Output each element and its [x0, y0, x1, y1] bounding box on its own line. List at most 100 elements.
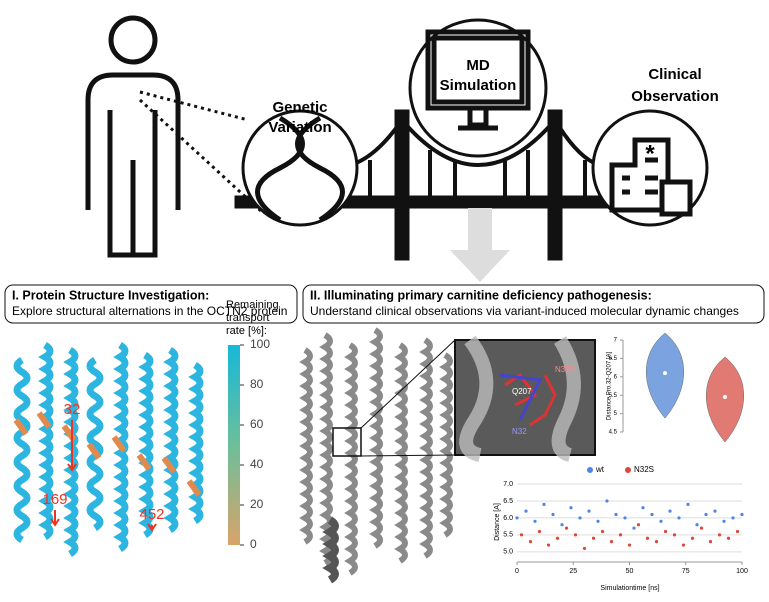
x-axis-label: Simulationtime [ns]	[600, 585, 659, 592]
person-icon	[85, 15, 181, 258]
point	[726, 536, 731, 540]
y-axis-label: Distance Pro.32-Q207 [A]	[607, 351, 613, 420]
y-tick-label: 5.5	[609, 393, 618, 399]
legend-label: wt	[595, 465, 605, 474]
point	[542, 502, 546, 506]
point	[573, 533, 578, 537]
helix	[322, 516, 339, 584]
point	[596, 519, 600, 523]
label: Simulation	[440, 77, 517, 94]
inset-label: N32	[512, 427, 527, 436]
asterisk: *	[645, 140, 655, 167]
residue-label: 452	[139, 506, 164, 523]
dna-circle	[241, 109, 359, 227]
point	[515, 516, 519, 520]
point	[645, 536, 650, 540]
helix	[163, 346, 179, 534]
label: Clinical	[648, 66, 701, 83]
point	[713, 509, 717, 513]
label: Genetic	[272, 99, 327, 116]
colorbar-tick-label: 0	[250, 537, 257, 551]
point	[524, 509, 528, 513]
helix	[319, 332, 333, 566]
point	[564, 526, 569, 530]
point	[659, 519, 663, 523]
point	[591, 536, 596, 540]
panel-title: I. Protein Structure Investigation:	[12, 288, 209, 302]
panel-box	[4, 284, 298, 324]
y-tick-label: 5.5	[503, 532, 513, 539]
colorbar	[228, 345, 240, 545]
panel-subtitle: Explore structural alternations in the O…	[12, 304, 287, 318]
dna-icon	[255, 115, 345, 223]
inset-label: N32S	[555, 365, 575, 374]
inset-residues	[499, 372, 557, 427]
panel-title: II. Illuminating primary carnitine defic…	[310, 288, 652, 302]
helix-segment	[136, 453, 152, 471]
zoom-box	[332, 427, 362, 457]
point	[672, 533, 677, 537]
helix-segment	[186, 479, 202, 497]
point	[546, 543, 551, 547]
helix-segment	[111, 435, 127, 453]
point	[632, 526, 636, 530]
helix	[394, 342, 408, 564]
helix	[63, 346, 79, 558]
helix-segment	[13, 418, 29, 436]
point	[519, 533, 524, 537]
legend-marker	[587, 467, 593, 473]
colorbar-title: transport	[226, 312, 269, 324]
header-labels: Genetic Variation MD Simulation Clinical…	[268, 57, 718, 136]
point	[582, 546, 587, 551]
label: Variation	[268, 119, 331, 136]
point	[641, 506, 645, 510]
panel-subtitle: Understand clinical observations via var…	[310, 304, 739, 318]
monitor-icon	[425, 29, 531, 131]
point	[735, 529, 740, 534]
point	[677, 516, 681, 520]
point	[740, 512, 744, 517]
down-arrow	[450, 208, 510, 282]
point	[636, 523, 641, 527]
point	[690, 536, 695, 540]
point	[528, 540, 533, 544]
panel-box	[302, 284, 765, 324]
point	[605, 499, 609, 503]
residue-arrow	[147, 523, 157, 532]
colorbar-title: rate [%]:	[226, 325, 267, 337]
y-tick-label: 6	[614, 374, 618, 380]
helix	[188, 361, 204, 525]
protein-blue	[13, 341, 204, 558]
residue-label: 169	[42, 491, 67, 508]
y-tick-label: 5	[614, 411, 618, 417]
colorbar-tick-label: 40	[250, 457, 264, 471]
point	[731, 516, 735, 520]
colorbar-tick-label: 20	[250, 497, 264, 511]
point	[708, 540, 713, 544]
point	[537, 529, 542, 534]
label: Observation	[631, 88, 719, 105]
colorbar-tick-label: 80	[250, 377, 264, 391]
y-tick-label: 7	[614, 338, 618, 344]
y-axis-label: Distance [A]	[494, 503, 501, 541]
inset-helices	[459, 335, 581, 462]
point	[560, 523, 564, 527]
point	[551, 512, 555, 517]
point	[722, 519, 726, 523]
point	[704, 512, 708, 517]
violin-median	[663, 371, 667, 376]
hospital-icon	[609, 137, 693, 217]
colorbar-tick-label: 60	[250, 417, 264, 431]
point	[609, 540, 614, 544]
point	[533, 519, 537, 523]
x-tick-label: 0	[515, 568, 519, 575]
y-tick-label: 7.0	[503, 481, 513, 488]
legend-label: N32S	[634, 465, 654, 474]
point	[663, 529, 668, 534]
residue-arrow	[50, 510, 60, 527]
label: MD	[466, 57, 489, 74]
helix-segment	[86, 442, 102, 460]
helix	[138, 351, 154, 539]
protein-gray	[299, 327, 453, 584]
